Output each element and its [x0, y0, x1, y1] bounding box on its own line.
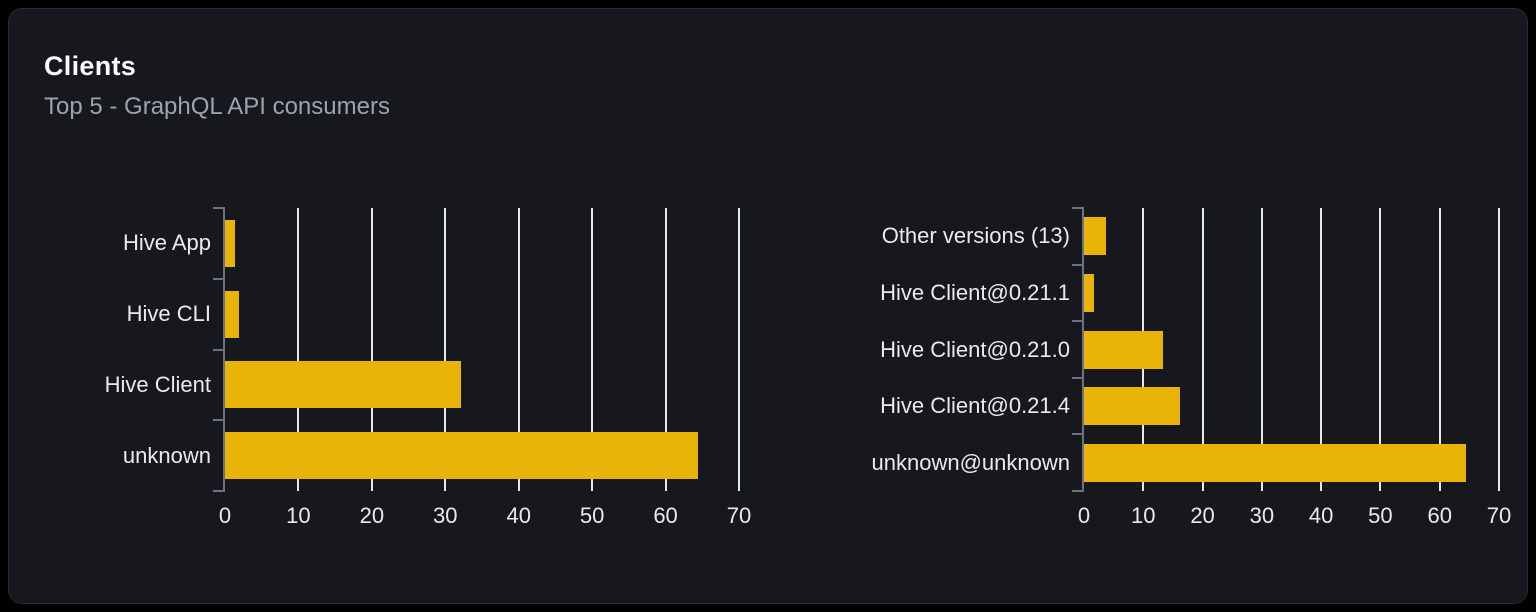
- category-label: Hive App: [122, 230, 211, 256]
- category-label: Other versions (13): [881, 223, 1070, 249]
- versions-chart-plot-area: 0 10 20 30 40 50 60 70: [1072, 207, 1511, 528]
- card-subtitle: Top 5 - GraphQL API consumers: [44, 93, 390, 120]
- x-axis-tick-label: 60: [653, 503, 678, 528]
- x-axis-tick-label: 60: [1427, 503, 1452, 528]
- category-label: unknown@unknown: [871, 449, 1070, 475]
- category-label: unknown: [122, 442, 211, 468]
- y-axis-tick: [1072, 207, 1084, 209]
- gridline: [1379, 208, 1382, 491]
- x-axis-tick-label: 30: [1249, 503, 1275, 528]
- category-label: Hive Client@0.21.4: [880, 393, 1070, 419]
- gridline: [664, 208, 667, 491]
- bar[interactable]: [1084, 444, 1467, 482]
- bar[interactable]: [225, 220, 235, 267]
- y-axis-line: [1082, 208, 1084, 491]
- category-label: Hive Client@0.21.0: [880, 336, 1070, 362]
- x-axis-tick-label: 0: [218, 503, 232, 528]
- clients-bar-chart: 0 10 20 30 40 50 60 70 Hive App Hive CLI Hive Cli…: [9, 207, 777, 528]
- y-axis-tick: [213, 348, 225, 351]
- y-axis-tick: [1072, 433, 1084, 436]
- gridline: [517, 208, 520, 491]
- card-title: Clients: [44, 51, 137, 81]
- gridline: [297, 208, 300, 491]
- y-axis-tick: [213, 277, 225, 280]
- gridline: [444, 208, 447, 491]
- clients-chart-plot-area: 0 10 20 30 40 50 60 70: [213, 207, 751, 528]
- y-axis-tick: [1072, 376, 1084, 379]
- y-axis-tick: [1072, 263, 1084, 266]
- y-axis-tick: [1072, 490, 1084, 492]
- gridline: [591, 208, 594, 491]
- x-axis-tick-label: 50: [1368, 503, 1393, 528]
- bar[interactable]: [1084, 331, 1164, 369]
- card-header: Clients Top 5 - GraphQL API consumers: [44, 51, 390, 121]
- clients-card: Clients Top 5 - GraphQL API consumers 0 1…: [8, 8, 1528, 604]
- gridline: [1498, 208, 1500, 491]
- x-axis-tick-label: 0: [1077, 503, 1091, 528]
- y-axis-tick: [213, 490, 225, 492]
- bar[interactable]: [1084, 387, 1181, 425]
- category-label: Hive Client: [104, 371, 211, 397]
- bar[interactable]: [1084, 274, 1095, 312]
- x-axis-tick-label: 10: [286, 503, 311, 528]
- x-axis-tick-label: 20: [359, 503, 385, 528]
- bar[interactable]: [225, 361, 462, 408]
- bar[interactable]: [225, 291, 239, 338]
- gridline: [1438, 208, 1441, 491]
- bar[interactable]: [225, 432, 698, 479]
- gridline: [1201, 208, 1204, 491]
- x-axis-tick-label: 40: [1308, 503, 1334, 528]
- gridline: [738, 208, 740, 491]
- gridline: [1260, 208, 1263, 491]
- category-label: Hive CLI: [126, 301, 211, 327]
- y-axis-tick: [1072, 320, 1084, 323]
- gridline: [1320, 208, 1323, 491]
- x-axis-tick-label: 50: [579, 503, 605, 528]
- y-axis-tick: [213, 207, 225, 209]
- x-axis-tick-label: 70: [1486, 503, 1512, 528]
- y-axis-tick: [213, 419, 225, 422]
- category-label: Hive Client@0.21.1: [880, 279, 1070, 305]
- x-axis-tick-label: 40: [506, 503, 531, 528]
- x-axis-tick-label: 10: [1131, 503, 1156, 528]
- client-versions-bar-chart: 0 10 20 30 40 50 60 70 Other versions (13) Hive …: [777, 207, 1536, 528]
- x-axis-tick-label: 70: [726, 503, 752, 528]
- bar[interactable]: [1084, 217, 1106, 255]
- x-axis-tick-label: 20: [1190, 503, 1215, 528]
- x-axis-tick-label: 30: [433, 503, 458, 528]
- gridline: [370, 208, 373, 491]
